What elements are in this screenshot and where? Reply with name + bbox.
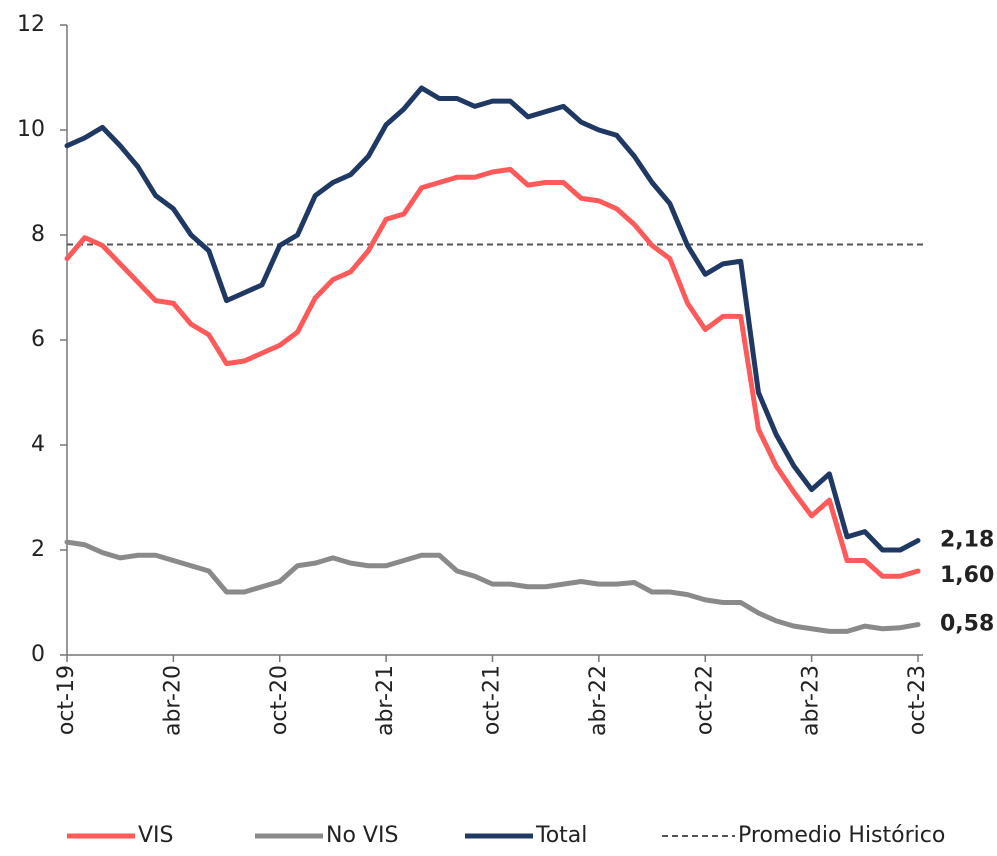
x-tick-label: abr-23 <box>799 665 824 736</box>
series-line <box>64 166 921 579</box>
x-tick-label: oct-20 <box>267 665 292 735</box>
y-tick-label: 0 <box>31 642 45 667</box>
legend-label: Total <box>535 823 587 848</box>
legend-label: No VIS <box>326 823 398 848</box>
x-tick-label: abr-21 <box>373 665 398 736</box>
x-tick-label: oct-21 <box>480 665 505 735</box>
legend-label: VIS <box>138 823 174 848</box>
x-tick-label: abr-22 <box>586 665 611 736</box>
y-tick-label: 12 <box>17 12 45 37</box>
y-tick-label: 6 <box>31 327 45 352</box>
value-label: 2,18 <box>940 528 994 553</box>
series-line <box>64 85 921 553</box>
series-line <box>64 539 921 634</box>
y-tick-label: 10 <box>17 117 45 142</box>
x-tick-label: oct-22 <box>692 665 717 735</box>
legend-label: Promedio Histórico <box>738 823 945 848</box>
value-label: 0,58 <box>940 612 994 637</box>
x-tick-label: oct-23 <box>905 665 930 735</box>
value-label: 1,60 <box>940 563 994 588</box>
y-tick-label: 8 <box>31 222 45 247</box>
x-tick-label: oct-19 <box>54 665 79 735</box>
y-tick-label: 2 <box>31 537 45 562</box>
x-tick-label: abr-20 <box>160 665 185 736</box>
y-tick-label: 4 <box>31 432 45 457</box>
